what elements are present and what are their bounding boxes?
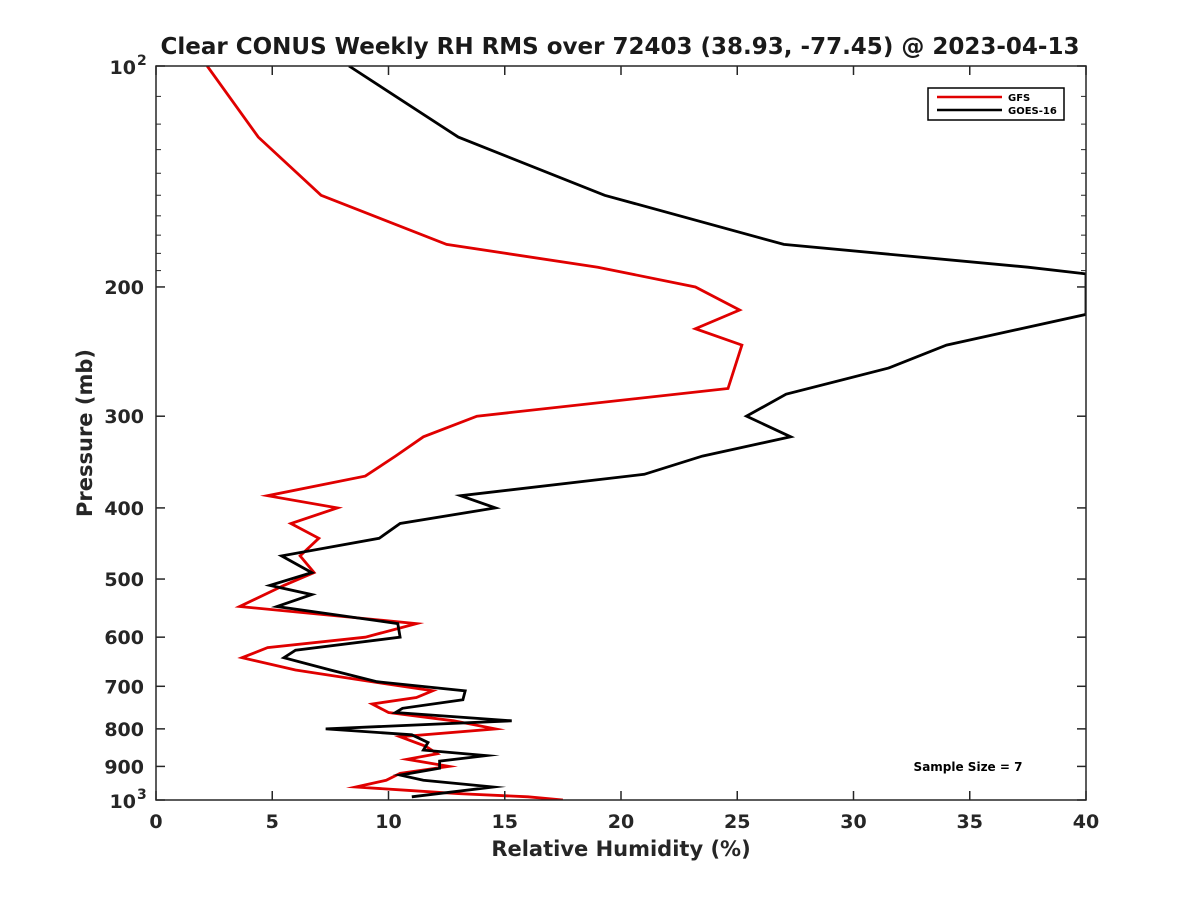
y-axis-label: Pressure (mb) <box>73 349 97 517</box>
legend: GFS GOES-16 <box>927 87 1065 121</box>
chart-title: Clear CONUS Weekly RH RMS over 72403 (38… <box>161 34 1080 60</box>
x-tick-label: 40 <box>1073 811 1099 833</box>
x-tick-label: 10 <box>375 811 401 833</box>
y-tick-label: 10 <box>110 791 136 813</box>
x-tick-label: 0 <box>149 811 162 833</box>
y-tick-label: 300 <box>104 406 144 428</box>
legend-label-goes16: GOES-16 <box>1008 106 1057 117</box>
x-axis: 0 5 10 15 20 25 30 35 40 <box>149 66 1099 833</box>
plot-frame <box>155 65 1087 801</box>
sample-size-annotation: Sample Size = 7 <box>914 760 1023 774</box>
y-tick-label: 500 <box>104 569 144 591</box>
x-tick-label: 35 <box>957 811 983 833</box>
x-axis-label: Relative Humidity (%) <box>491 837 750 861</box>
y-tick-label: 900 <box>104 756 144 778</box>
legend-label-gfs: GFS <box>1008 93 1030 104</box>
y-tick-label: 600 <box>104 627 144 649</box>
series-line-goes16 <box>264 66 1086 799</box>
x-tick-label: 5 <box>266 811 279 833</box>
y-tick-label: 400 <box>104 498 144 520</box>
x-tick-label: 30 <box>840 811 866 833</box>
x-tick-label: 15 <box>492 811 518 833</box>
plot-series <box>206 66 1086 800</box>
legend-box <box>927 87 1065 121</box>
x-tick-label: 25 <box>724 811 750 833</box>
y-tick-label: 700 <box>104 676 144 698</box>
series-line-gfs <box>206 66 744 800</box>
y-tick-exponent: 3 <box>137 787 147 803</box>
y-tick-label: 10 <box>110 57 136 79</box>
y-tick-exponent: 2 <box>137 53 147 69</box>
x-tick-label: 20 <box>608 811 634 833</box>
y-tick-label: 800 <box>104 719 144 741</box>
y-tick-label: 200 <box>104 277 144 299</box>
